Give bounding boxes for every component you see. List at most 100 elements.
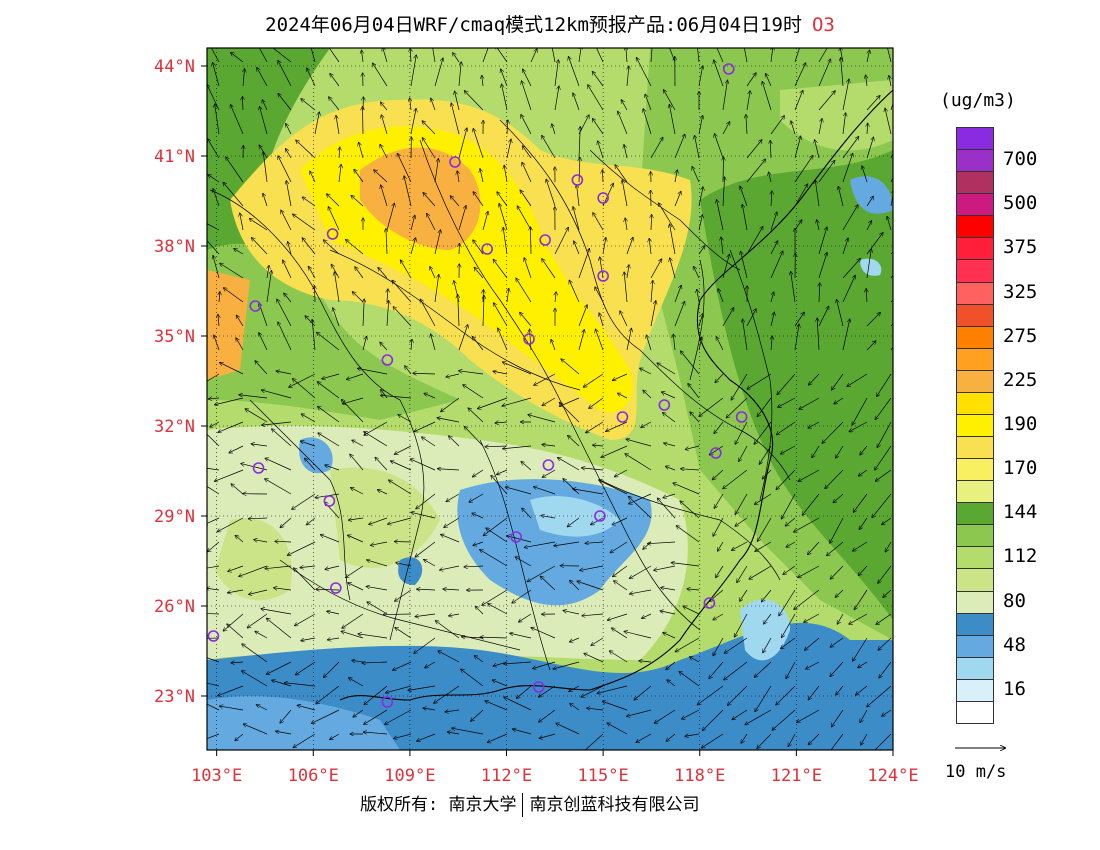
wind-arrow bbox=[610, 651, 628, 663]
wind-arrow bbox=[622, 180, 628, 207]
wind-arrow bbox=[504, 165, 508, 183]
wind-arrow bbox=[274, 588, 292, 590]
wind-arrow bbox=[394, 733, 412, 739]
wind-arrow bbox=[699, 397, 724, 416]
wind-arrow bbox=[464, 91, 484, 111]
copyright-text: 版权所有: 南京大学 bbox=[360, 795, 517, 815]
wind-arrow bbox=[231, 662, 244, 663]
wind-arrow bbox=[818, 91, 835, 111]
station-marker bbox=[532, 681, 545, 693]
wind-arrow bbox=[860, 709, 868, 722]
wind-arrow bbox=[215, 469, 244, 481]
wind-arrow bbox=[842, 205, 858, 231]
legend-swatch bbox=[956, 149, 994, 173]
wind-arrow bbox=[404, 176, 412, 207]
wind-arrow bbox=[263, 152, 268, 183]
wind-arrow bbox=[502, 397, 532, 406]
wind-arrow bbox=[515, 557, 532, 567]
wind-arrow bbox=[410, 49, 411, 63]
wind-arrow bbox=[213, 256, 220, 279]
wind-arrow bbox=[650, 138, 663, 159]
wind-arrow bbox=[866, 313, 880, 327]
wind-arrow bbox=[507, 120, 508, 135]
wind-arrow bbox=[739, 445, 748, 461]
wind-arrow bbox=[530, 227, 531, 255]
wind-arrow bbox=[446, 373, 460, 377]
wind-arrow bbox=[759, 445, 772, 464]
wind-arrow bbox=[630, 565, 652, 578]
wind-arrow bbox=[284, 683, 316, 687]
wind-arrow bbox=[314, 112, 319, 135]
wind-arrow bbox=[636, 58, 652, 87]
wind-arrow bbox=[674, 192, 681, 207]
wind-arrow bbox=[766, 74, 772, 87]
wind-arrow bbox=[324, 661, 340, 677]
wind-arrow bbox=[218, 685, 244, 696]
wind-arrow bbox=[423, 708, 436, 710]
wind-arrow bbox=[675, 170, 677, 183]
wind-arrow bbox=[818, 48, 828, 63]
wind-arrow bbox=[327, 194, 340, 207]
wind-arrow bbox=[648, 542, 676, 544]
wind-arrow bbox=[595, 287, 604, 303]
company-text: 南京创蓝科技有限公司 bbox=[529, 795, 700, 815]
wind-arrow bbox=[505, 487, 532, 495]
wind-arrow bbox=[294, 568, 316, 591]
wind-arrow bbox=[341, 631, 364, 639]
wind-arrow bbox=[416, 493, 436, 509]
wind-arrow bbox=[318, 407, 340, 423]
wind-arrow bbox=[737, 565, 748, 582]
wind-arrow bbox=[798, 565, 820, 578]
wind-arrow bbox=[872, 493, 892, 517]
wind-arrow bbox=[302, 238, 316, 255]
wind-arrow bbox=[722, 308, 734, 327]
wind-arrow bbox=[866, 249, 871, 279]
legend-swatch bbox=[956, 612, 994, 636]
wind-arrow bbox=[625, 454, 652, 471]
wind-arrow bbox=[842, 259, 860, 279]
wind-arrow bbox=[542, 397, 556, 406]
wind-arrow bbox=[540, 576, 556, 591]
wind-arrow bbox=[521, 115, 532, 135]
lat-tick-label: 23°N bbox=[154, 687, 195, 707]
wind-arrow bbox=[690, 657, 700, 663]
wind-arrow bbox=[542, 136, 556, 159]
wind-arrow bbox=[455, 91, 460, 111]
wind-arrow bbox=[228, 565, 244, 571]
wind-arrow bbox=[755, 541, 772, 551]
wind-arrow bbox=[261, 609, 292, 615]
wind-arrow bbox=[219, 292, 220, 303]
wind-arrow bbox=[410, 98, 411, 111]
wind-arrow bbox=[512, 589, 532, 603]
wind-arrow bbox=[794, 156, 813, 183]
wind-arrow bbox=[267, 618, 292, 639]
wind-arrow bbox=[417, 733, 436, 741]
wind-arrow bbox=[499, 204, 508, 231]
wind-arrow bbox=[504, 697, 532, 711]
wind-arrow bbox=[770, 292, 774, 303]
wind-arrow bbox=[504, 662, 532, 664]
wind-arrow bbox=[771, 191, 772, 207]
wind-arrow bbox=[563, 611, 580, 615]
wind-arrow bbox=[818, 119, 822, 135]
wind-arrow bbox=[325, 565, 340, 569]
wind-arrow bbox=[887, 217, 892, 231]
wind-arrow bbox=[530, 49, 537, 63]
wind-arrow bbox=[363, 732, 388, 734]
wind-arrow bbox=[330, 733, 340, 740]
wind-arrow bbox=[654, 565, 676, 570]
wind-arrow bbox=[381, 102, 388, 111]
wind-arrow bbox=[523, 146, 532, 159]
wind-arrow bbox=[785, 517, 796, 526]
wind-arrow bbox=[769, 172, 771, 183]
wind-arrow bbox=[804, 613, 820, 622]
wind-arrow bbox=[207, 486, 220, 495]
wind-arrow bbox=[714, 493, 724, 508]
wind-arrow bbox=[310, 48, 316, 63]
wind-arrow bbox=[307, 68, 316, 87]
wind-arrow bbox=[213, 189, 220, 207]
wind-arrow bbox=[414, 421, 436, 432]
wind-arrow bbox=[716, 565, 724, 577]
wind-arrow bbox=[519, 613, 532, 622]
wind-arrow bbox=[890, 152, 893, 159]
